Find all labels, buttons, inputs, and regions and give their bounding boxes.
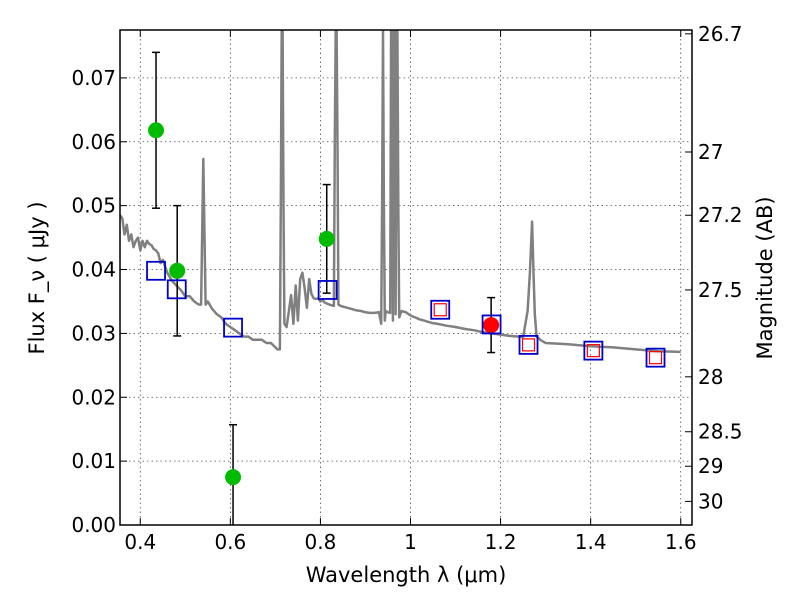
- y-tick-label: 0.05: [71, 194, 116, 218]
- open-square-marker: [481, 314, 502, 335]
- data-point: [169, 262, 186, 279]
- open-square-marker: [521, 338, 536, 352]
- open-square-marker: [433, 303, 447, 317]
- x-tick-label: 0.4: [124, 530, 156, 554]
- x-tick-label: 1.4: [575, 530, 607, 554]
- y-tick-label: 0.01: [71, 449, 116, 473]
- y2-tick-label: 28.5: [698, 420, 743, 444]
- x-tick-label: 1.6: [665, 530, 697, 554]
- y2-tick-label: 26.7: [698, 22, 743, 46]
- y2-tick-label: 27: [698, 140, 723, 164]
- plot-frame: [119, 29, 693, 526]
- open-square-marker: [223, 317, 243, 338]
- y-tick-label: 0.02: [71, 385, 116, 409]
- open-square-marker: [146, 260, 166, 281]
- y2-axis-label: Magnitude (AB): [753, 196, 777, 359]
- open-square-marker: [518, 334, 539, 355]
- open-square-marker: [583, 340, 604, 361]
- open-square-marker: [317, 280, 338, 300]
- y-tick-label: 0.00: [71, 513, 116, 537]
- x-tick-label: 1: [404, 530, 417, 554]
- y2-tick-label: 27.2: [698, 203, 743, 227]
- open-square-marker: [430, 299, 451, 320]
- data-point: [483, 317, 500, 334]
- y2-tick-label: 29: [698, 454, 723, 478]
- y2-tick-label: 30: [698, 489, 723, 513]
- y2-tick-label: 28: [698, 365, 723, 389]
- y-tick-label: 0.03: [71, 321, 116, 345]
- open-square-marker: [586, 344, 600, 358]
- axis-ticks: 0.4 0.6 0.8 1 1.2 1.4 1.6 0.00 0.01 0.02 0.03 0.04 0…: [71, 22, 742, 554]
- data-point: [318, 230, 335, 247]
- sed-model-line: [120, 30, 681, 354]
- x-tick-label: 0.6: [214, 530, 246, 554]
- data-point: [148, 122, 165, 139]
- plot-area: [120, 30, 681, 525]
- open-square-marker: [645, 347, 666, 368]
- data-point: [225, 469, 242, 486]
- y2-tick-label: 27.5: [698, 278, 743, 302]
- x-tick-label: 0.8: [305, 530, 337, 554]
- y-axis-label: Flux F_ν ( μJy ): [25, 201, 50, 354]
- open-square-marker: [166, 279, 187, 300]
- y-tick-label: 0.07: [71, 66, 116, 90]
- x-axis-label: Wavelength λ (μm): [306, 563, 507, 587]
- grid: [120, 30, 692, 526]
- y-tick-label: 0.04: [71, 258, 116, 282]
- open-square-marker: [648, 351, 663, 365]
- x-tick-label: 1.2: [485, 530, 517, 554]
- y-tick-label: 0.06: [71, 130, 116, 154]
